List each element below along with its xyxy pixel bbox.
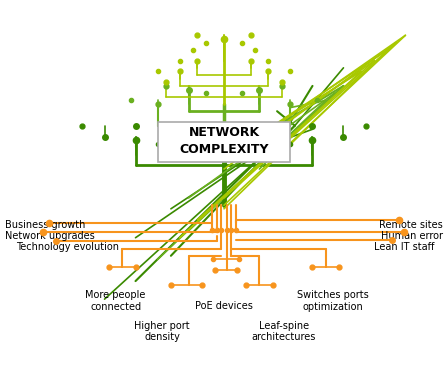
Text: Human error: Human error — [381, 231, 443, 241]
Text: Technology evolution: Technology evolution — [16, 242, 119, 252]
Text: Lean IT staff: Lean IT staff — [374, 242, 434, 252]
Text: Higher port
density: Higher port density — [134, 321, 190, 342]
Text: More people
connected: More people connected — [86, 290, 146, 312]
Text: Switches ports
optimization: Switches ports optimization — [297, 290, 368, 312]
Text: NETWORK
COMPLEXITY: NETWORK COMPLEXITY — [179, 126, 269, 156]
Text: Leaf-spine
architectures: Leaf-spine architectures — [251, 321, 316, 342]
FancyBboxPatch shape — [158, 122, 290, 162]
Text: PoE devices: PoE devices — [195, 301, 253, 311]
Text: Remote sites: Remote sites — [379, 220, 443, 230]
Text: Business growth: Business growth — [5, 220, 86, 230]
Text: Network upgrades: Network upgrades — [5, 231, 95, 241]
